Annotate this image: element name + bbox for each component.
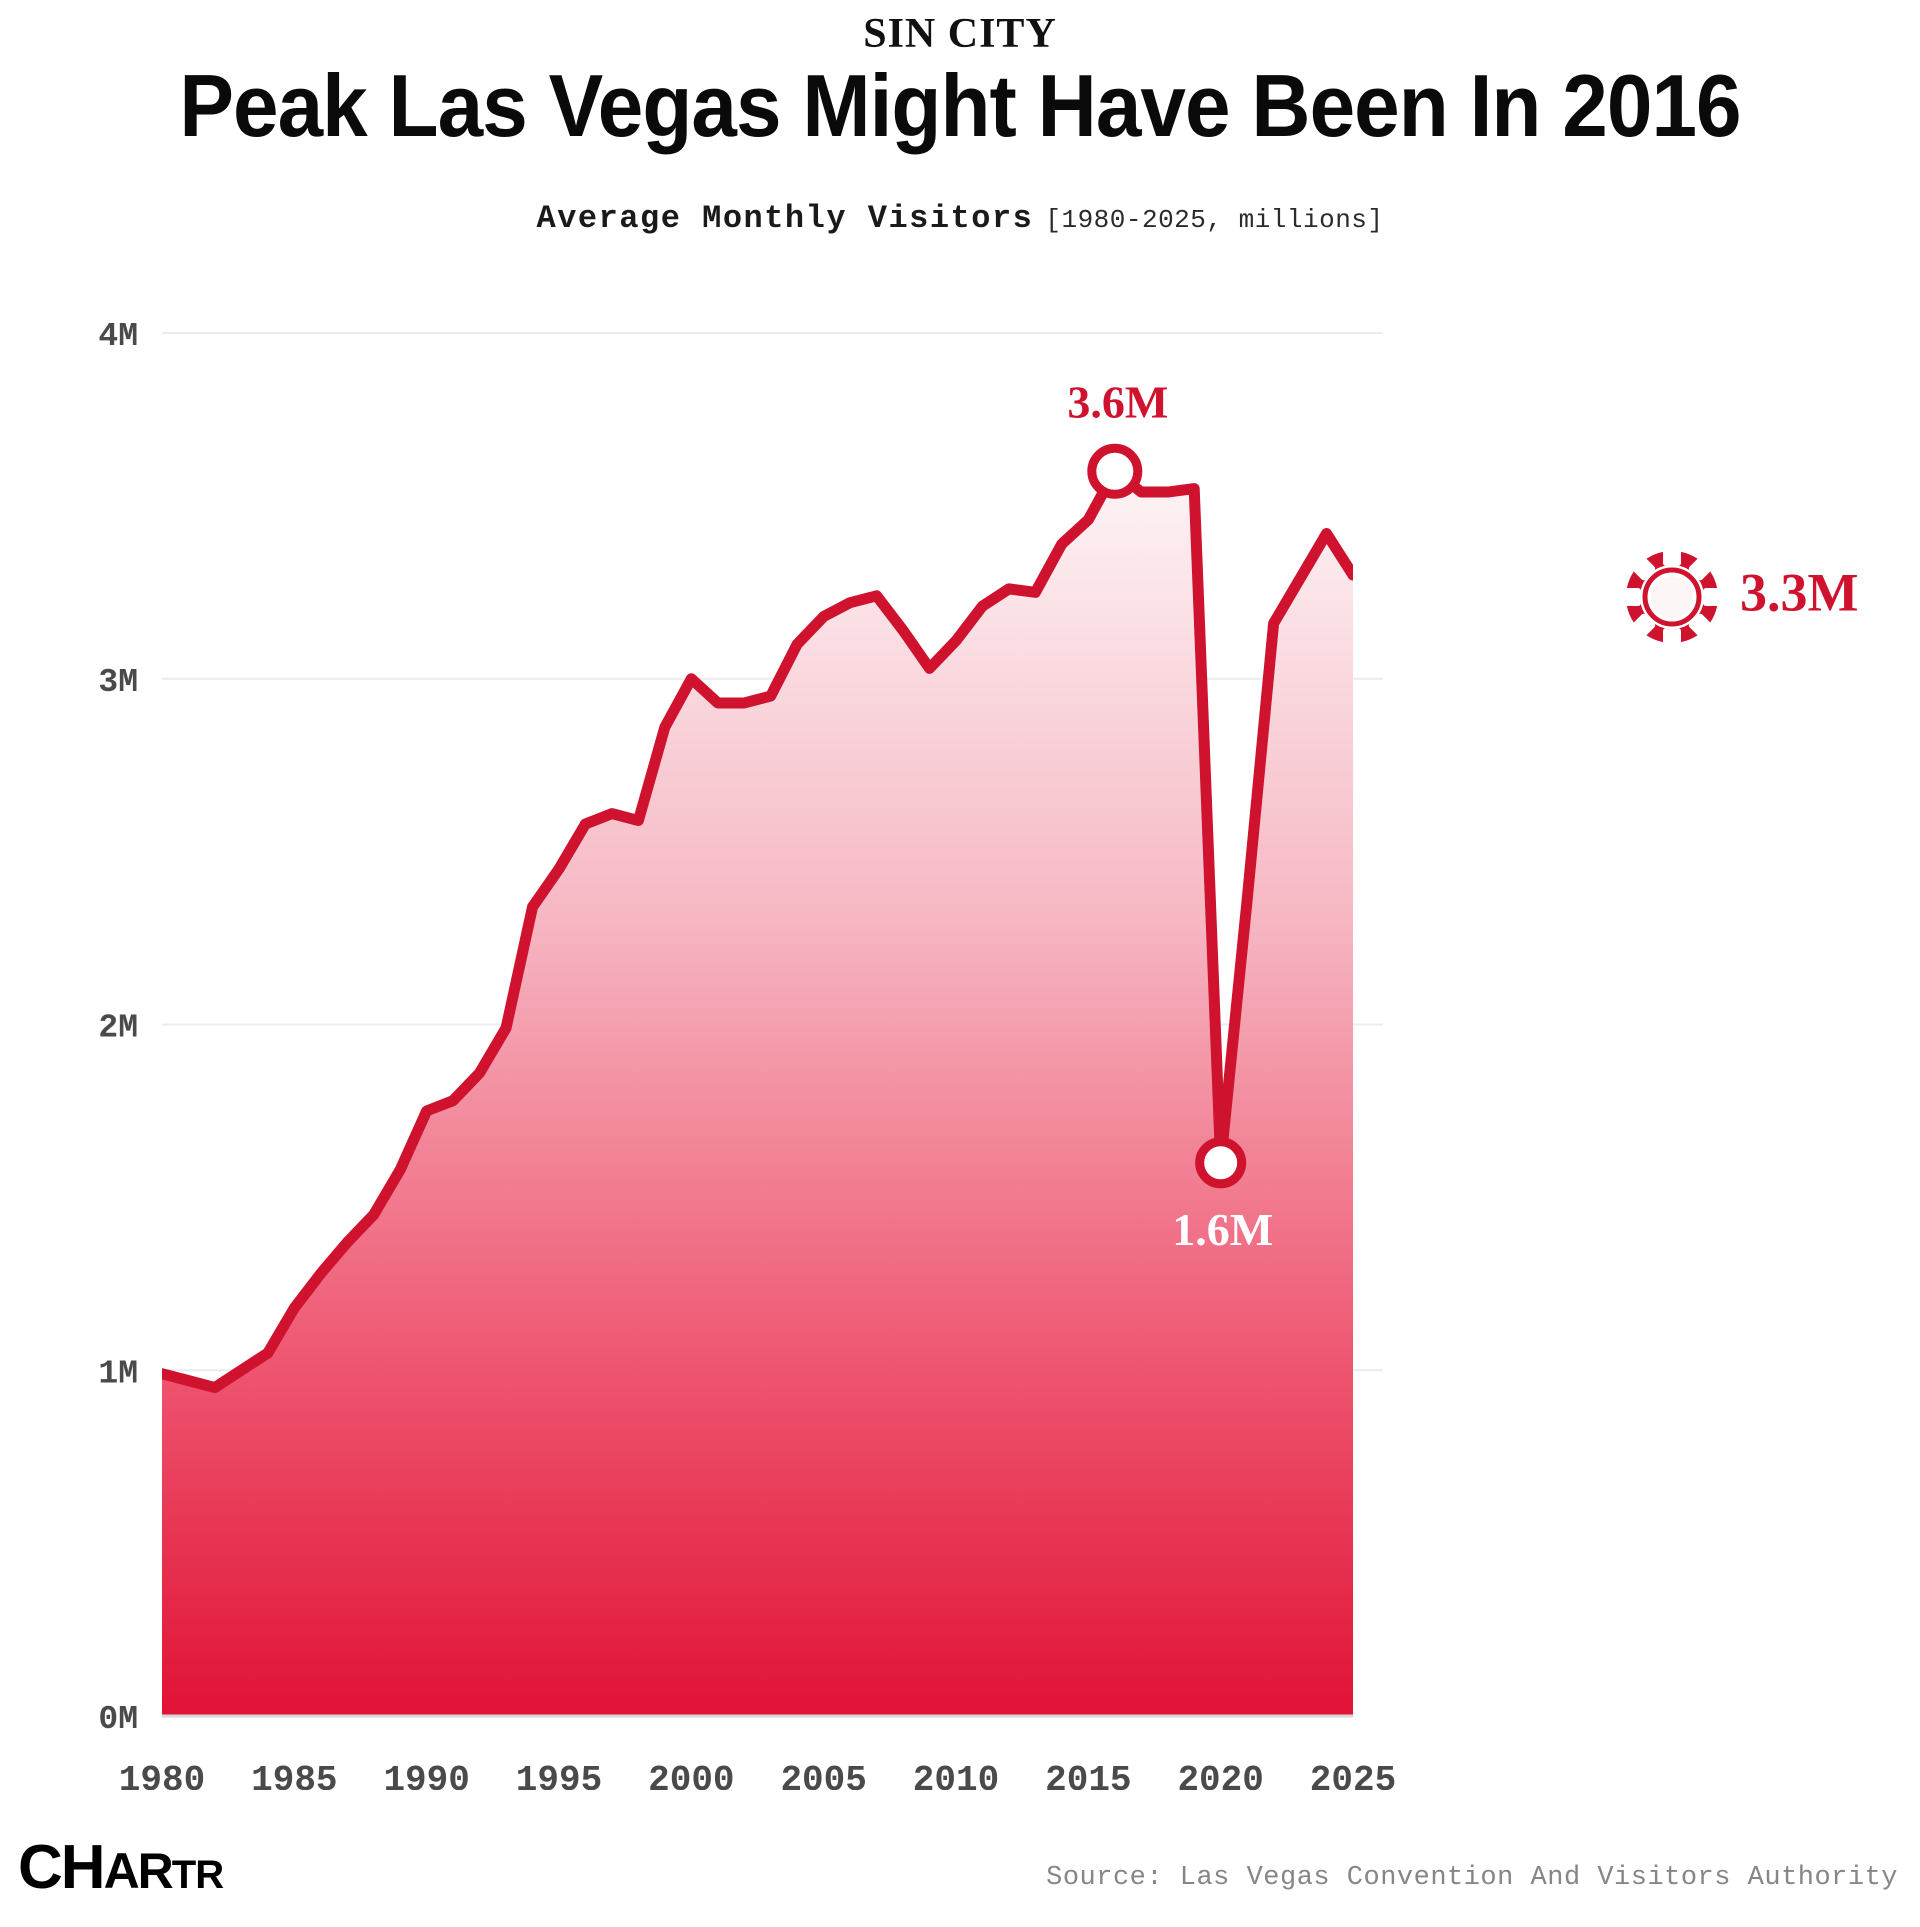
y-axis-labels: 4M 3M 2M 1M 0M [98, 318, 138, 1738]
chart-container: 4M 3M 2M 1M 0M 1980 1985 1990 1995 2000 2005 2010 2… [98, 318, 1858, 1790]
x-axis-tick-label: 1990 [383, 1760, 469, 1790]
poker-chip-icon [1624, 549, 1720, 645]
logo-part-1: CH [18, 1833, 106, 1902]
x-axis-tick-label: 2000 [648, 1760, 734, 1790]
logo-part-2: AR [103, 1843, 174, 1899]
plot-area [162, 465, 1353, 1716]
chart-subtitle: Average Monthly Visitors [1980-2025, mill… [0, 200, 1920, 237]
y-axis-tick-label: 3M [98, 664, 138, 701]
source-credit: Source: Las Vegas Convention And Visitor… [1046, 1863, 1898, 1893]
y-axis-tick-label: 2M [98, 1010, 138, 1047]
x-axis-tick-label: 2005 [780, 1760, 866, 1790]
y-axis-tick-label: 0M [98, 1701, 138, 1738]
x-axis-tick-label: 1985 [251, 1760, 337, 1790]
trough-annotation: 1.6M [1172, 1137, 1273, 1255]
chart-subtitle-note: [1980-2025, millions] [1045, 205, 1384, 235]
peak-value-label: 3.6M [1067, 376, 1168, 427]
trough-value-label: 1.6M [1172, 1204, 1273, 1255]
data-line [162, 465, 1353, 1394]
x-axis-tick-label: 1980 [119, 1760, 205, 1790]
chart-subtitle-main: Average Monthly Visitors [536, 200, 1034, 237]
x-axis-tick-label: 2015 [1045, 1760, 1131, 1790]
y-axis-tick-label: 4M [98, 318, 138, 355]
latest-annotation: 3.3M [1624, 549, 1858, 645]
x-axis-tick-label: 2025 [1310, 1760, 1396, 1790]
x-axis-labels: 1980 1985 1990 1995 2000 2005 2010 2015 2020 2025 [119, 1760, 1396, 1790]
y-axis-tick-label: 1M [98, 1355, 138, 1392]
peak-marker-dot [1087, 443, 1143, 499]
peak-annotation: 3.6M [1067, 376, 1168, 499]
x-axis-tick-label: 1995 [516, 1760, 602, 1790]
latest-value-label: 3.3M [1740, 562, 1858, 622]
trough-marker-dot [1195, 1137, 1247, 1189]
page-title: Peak Las Vegas Might Have Been In 2016 [179, 56, 1741, 155]
kicker-text: SIN CITY [863, 11, 1057, 57]
area-chart: 4M 3M 2M 1M 0M 1980 1985 1990 1995 2000 2005 2010 2… [98, 318, 1858, 1790]
chartr-logo: CHARTR [18, 1832, 224, 1903]
x-axis-tick-label: 2010 [913, 1760, 999, 1790]
logo-part-3: TR [171, 1853, 224, 1897]
x-axis-tick-label: 2020 [1177, 1760, 1263, 1790]
area-fill [162, 471, 1353, 1716]
